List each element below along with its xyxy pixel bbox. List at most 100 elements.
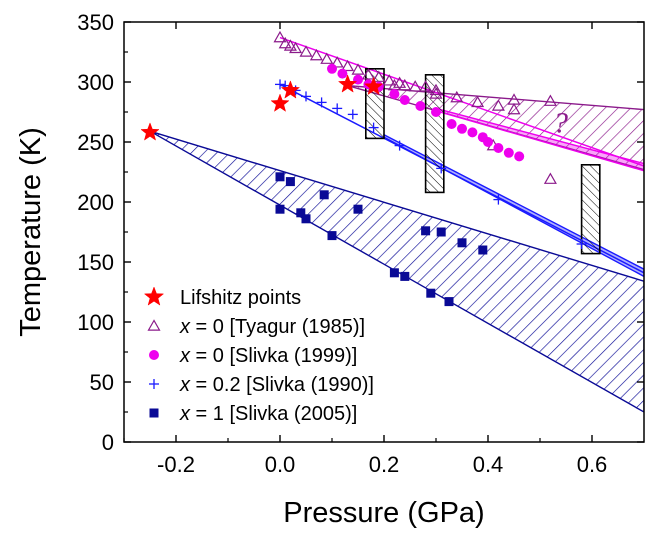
circle-point-2-1: [337, 68, 348, 79]
square-point-4-15: [478, 245, 488, 255]
y-tick-label-7: 350: [77, 10, 114, 35]
triangle-point-1-25: [398, 78, 412, 91]
x-axis-title: Pressure (GPa): [283, 497, 484, 529]
triangle-point-1-4: [299, 45, 313, 57]
circle-point-2-11: [467, 127, 478, 138]
star-point-0-0: [140, 122, 160, 141]
legend-marker-3: [149, 379, 159, 389]
legend-marker-0: [143, 286, 165, 306]
square-point-4-1: [285, 177, 295, 187]
square-point-4-8: [389, 268, 399, 278]
plus-point-3-0: [275, 79, 285, 90]
circle-point-2-14: [493, 143, 504, 153]
plus-point-3-11: [576, 239, 587, 249]
y-tick-label-0: 0: [102, 430, 114, 455]
triangle-point-1-6: [320, 52, 334, 64]
square-point-4-2: [275, 204, 285, 214]
square-point-4-9: [400, 271, 410, 281]
x-tick-label-3: 0.4: [473, 452, 504, 477]
legend-label-4: x = 1 [Slivka (2005)]: [179, 403, 357, 425]
plus-point-3-6: [347, 109, 358, 120]
circle-point-2-10: [457, 123, 467, 134]
triangle-point-1-10: [361, 68, 375, 80]
triangle-point-1-0: [273, 30, 287, 43]
triangle-point-1-16: [429, 87, 443, 99]
square-point-4-0: [275, 172, 285, 182]
axes: -0.2 0.0 0.2 0.4 0.6 0 50 100 150 200 250 300 350: [77, 10, 645, 477]
triangle-point-1-5: [309, 48, 323, 61]
triangle-point-1-2: [283, 39, 297, 51]
triangle-point-1-21: [543, 94, 557, 106]
plus-point-3-4: [316, 97, 327, 108]
triangle-point-1-3: [289, 41, 303, 54]
circle-point-2-7: [415, 101, 426, 111]
plus-point-3-10: [493, 194, 504, 205]
triangle-point-1-22: [543, 172, 557, 184]
triangle-point-1-12: [382, 74, 396, 86]
plus-point-3-3: [301, 91, 311, 102]
question-mark-annotation: ?: [553, 106, 568, 139]
y-tick-label-6: 300: [77, 70, 114, 95]
star-point-0-3: [337, 74, 358, 93]
plus-point-3-7: [368, 122, 379, 133]
hatched-box-1: [424, 74, 445, 194]
square-point-4-5: [319, 190, 329, 200]
y-tick-label-4: 200: [77, 190, 114, 215]
hatched-box-2: [580, 164, 601, 255]
star-point-0-1: [270, 93, 290, 112]
legend-marker-4: [149, 408, 159, 418]
x-tick-label-1: 0.0: [265, 452, 296, 477]
triangle-point-1-11: [372, 70, 386, 82]
circle-point-2-13: [483, 137, 493, 147]
circle-point-2-9: [446, 119, 457, 129]
circle-point-2-8: [431, 107, 441, 117]
legend-label-1: x = 0 [Tyagur (1985)]: [179, 316, 365, 338]
triangle-point-1-23: [507, 93, 521, 105]
triangle-point-1-7: [330, 56, 344, 68]
square-point-4-3: [296, 208, 306, 218]
y-axis-title: Temperature (K): [15, 127, 47, 337]
legend-marker-2: [149, 350, 159, 360]
triangle-point-1-20: [507, 102, 521, 115]
circle-point-2-5: [389, 89, 400, 99]
legend: Lifshitz points x = 0 [Tyagur (1985)] x = …: [143, 286, 374, 425]
y-tick-label-1: 50: [90, 370, 114, 395]
hatched-boxes: [364, 68, 601, 255]
triangle-point-1-18: [471, 95, 485, 108]
triangle-point-1-8: [341, 59, 355, 72]
triangle-point-1-19: [491, 99, 505, 111]
plus-point-3-9: [436, 163, 447, 174]
square-point-4-4: [301, 214, 311, 224]
circle-point-2-6: [399, 95, 410, 105]
triangle-point-1-9: [351, 63, 365, 75]
plus-point-3-5: [332, 103, 343, 114]
square-point-4-11: [436, 227, 446, 237]
circle-point-2-15: [503, 147, 514, 158]
triangle-point-1-1: [278, 36, 292, 49]
x-tick-label-2: 0.2: [369, 452, 400, 477]
legend-label-3: x = 0.2 [Slivka (1990)]: [179, 374, 374, 396]
square-point-4-12: [426, 288, 436, 298]
circle-point-2-16: [514, 151, 525, 162]
triangle-point-1-15: [429, 83, 443, 96]
plus-point-3-8: [394, 140, 405, 151]
star-point-0-4: [363, 76, 384, 96]
legend-label-0: Lifshitz points: [180, 287, 301, 309]
square-point-4-6: [327, 231, 337, 241]
data-points: [140, 30, 587, 307]
triangle-point-1-26: [419, 80, 433, 92]
triangle-point-1-14: [408, 80, 422, 92]
y-tick-label-2: 100: [77, 310, 114, 335]
legend-label-2: x = 0 [Slivka (1999)]: [179, 345, 357, 367]
square-point-4-7: [353, 204, 363, 214]
y-tick-label-5: 250: [77, 130, 114, 155]
x-tick-label-0: -0.2: [157, 452, 195, 477]
y-tick-label-3: 150: [77, 250, 114, 275]
legend-marker-1: [147, 319, 161, 331]
square-point-4-14: [457, 238, 467, 248]
circle-point-2-0: [327, 63, 337, 74]
square-point-4-13: [444, 297, 454, 307]
triangle-point-1-13: [393, 76, 407, 88]
x-tick-label-4: 0.6: [577, 452, 608, 477]
